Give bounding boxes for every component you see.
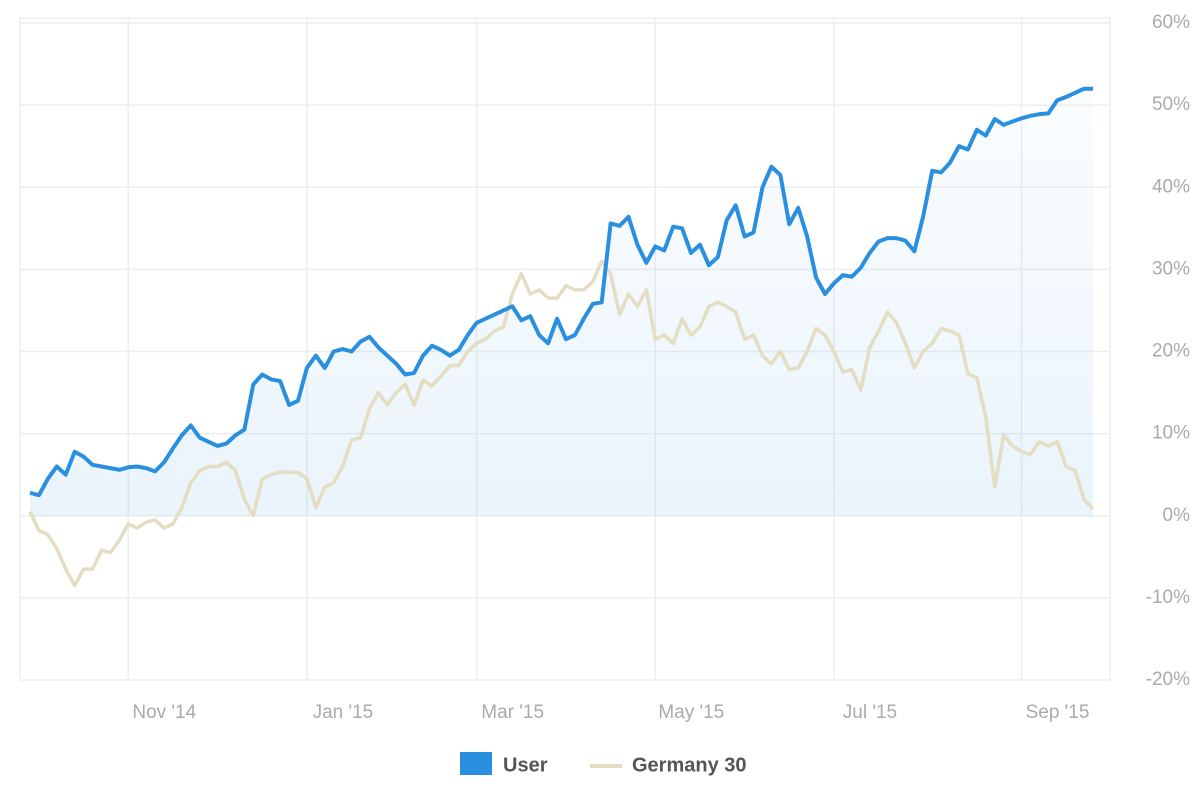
y-tick-label: 50%	[1152, 94, 1190, 115]
series-line	[28, 259, 1095, 588]
x-tick-label: Mar '15	[481, 702, 544, 723]
y-tick-label: 10%	[1152, 423, 1190, 444]
x-tick-label: Jan '15	[313, 702, 374, 723]
y-tick-label: -20%	[1146, 669, 1190, 690]
x-tick-label: Sep '15	[1026, 702, 1090, 723]
x-tick-label: Nov '14	[132, 702, 196, 723]
y-tick-label: 40%	[1152, 176, 1190, 197]
legend-swatch	[460, 752, 492, 775]
y-tick-label: -10%	[1146, 587, 1190, 608]
y-tick-label: 60%	[1152, 12, 1190, 33]
y-tick-label: 30%	[1152, 258, 1190, 279]
legend-label: User	[503, 754, 548, 776]
series-line	[29, 86, 1093, 498]
x-tick-label: Jul '15	[843, 702, 897, 723]
x-tick-label: May '15	[658, 702, 724, 723]
area	[30, 88, 1093, 516]
legend-label: Germany 30	[632, 754, 747, 776]
y-tick-label: 0%	[1163, 505, 1191, 526]
y-tick-label: 20%	[1152, 341, 1190, 362]
